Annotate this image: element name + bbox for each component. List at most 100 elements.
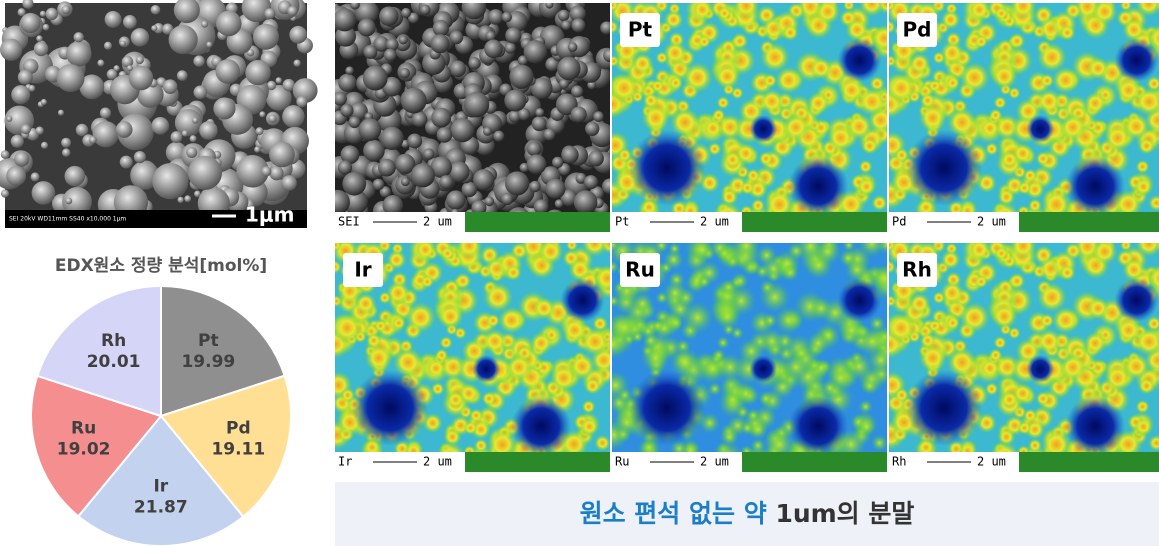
blob <box>714 63 741 90</box>
pie-slice <box>160 284 286 418</box>
blob <box>1147 194 1159 212</box>
particle <box>56 64 85 93</box>
slice-value: 21.87 <box>134 498 188 518</box>
blob <box>1086 296 1110 320</box>
blob <box>681 441 700 452</box>
map-body <box>335 3 610 212</box>
particle <box>335 91 347 106</box>
blob <box>439 335 453 350</box>
blob <box>363 451 367 452</box>
particle <box>66 41 92 67</box>
blob <box>478 451 486 452</box>
particle <box>583 175 599 190</box>
footer-scale: 2 um <box>700 455 729 469</box>
particle <box>449 30 464 45</box>
blob <box>806 331 831 355</box>
particle <box>348 116 361 129</box>
particle <box>33 41 49 57</box>
particle <box>115 121 133 138</box>
blob <box>723 390 742 409</box>
particle <box>57 109 65 116</box>
particle <box>463 91 490 118</box>
particle <box>150 4 161 15</box>
blob <box>894 387 910 403</box>
blob <box>565 243 579 252</box>
footer-label: Ru <box>615 455 629 469</box>
particle <box>266 80 277 91</box>
blob <box>1009 3 1037 20</box>
blob <box>373 319 388 333</box>
particle <box>372 178 385 191</box>
blob <box>1134 417 1153 437</box>
particle <box>529 180 541 193</box>
particle <box>17 8 26 17</box>
blob <box>385 280 411 306</box>
particle <box>10 134 24 148</box>
particle <box>508 110 521 123</box>
blob <box>889 312 917 344</box>
particle <box>363 44 378 59</box>
blob <box>740 180 755 196</box>
particle <box>561 146 579 164</box>
particle <box>281 175 297 191</box>
label-box <box>897 253 937 287</box>
blob <box>932 291 946 305</box>
dark-region <box>837 278 882 323</box>
blob <box>335 243 342 252</box>
particle <box>484 196 495 207</box>
blob <box>440 246 455 261</box>
particle <box>151 25 158 32</box>
particle <box>530 77 553 100</box>
particle <box>17 69 33 85</box>
blob <box>463 420 478 436</box>
particle <box>268 114 277 123</box>
particle <box>173 0 200 24</box>
particle <box>119 155 133 169</box>
blob <box>391 450 403 452</box>
sem-image: SEI 20kV WD11mm SS40 x10,000 1μm 1μm <box>0 0 318 228</box>
blob <box>988 348 1003 363</box>
particle <box>177 196 184 204</box>
particle <box>439 175 454 190</box>
blob <box>974 35 989 49</box>
blob <box>991 303 1018 330</box>
particle <box>399 67 411 79</box>
blob <box>463 445 477 452</box>
blob <box>642 332 659 349</box>
blob <box>1119 243 1133 252</box>
blob <box>889 3 896 12</box>
blob <box>711 108 726 123</box>
blob <box>668 450 680 452</box>
blob <box>378 291 392 305</box>
particle <box>473 169 495 191</box>
particle <box>342 171 367 196</box>
particle <box>545 57 560 72</box>
blob <box>631 292 654 315</box>
footer-scale: 2 um <box>977 455 1006 469</box>
map-panel: Pt 2 um Pt <box>612 3 887 232</box>
blob <box>446 390 465 409</box>
blob <box>806 91 831 115</box>
blob <box>581 243 609 258</box>
particle <box>213 97 236 120</box>
blob <box>809 296 833 320</box>
particle <box>570 106 587 123</box>
blob <box>485 313 501 328</box>
dark-region <box>352 369 428 446</box>
particle <box>14 151 30 167</box>
particle <box>587 80 597 90</box>
particle <box>585 121 600 136</box>
dark-region <box>906 129 982 206</box>
blob <box>364 343 394 373</box>
blob <box>354 292 377 315</box>
blob <box>486 428 519 452</box>
blob <box>1022 168 1038 183</box>
blob <box>1008 32 1026 50</box>
blob <box>681 301 714 334</box>
slice-value: 19.11 <box>211 440 265 460</box>
particle <box>264 8 276 20</box>
blob <box>1009 211 1011 212</box>
particle <box>349 102 368 121</box>
blob <box>1036 41 1068 73</box>
particle <box>133 150 146 164</box>
